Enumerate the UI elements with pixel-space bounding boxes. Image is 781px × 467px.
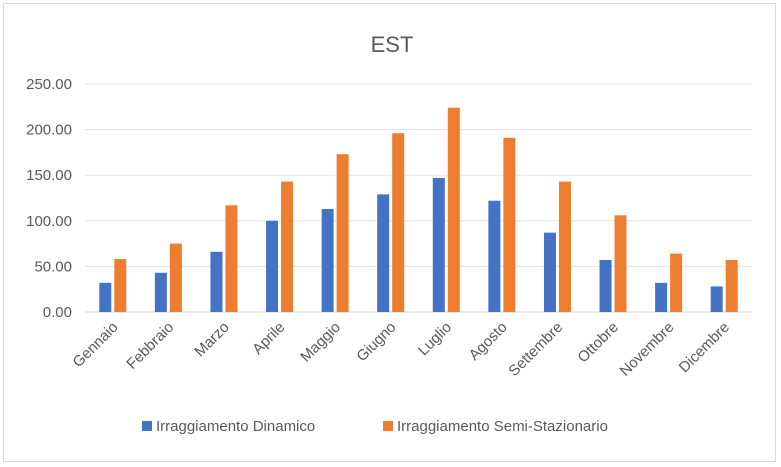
bar-dinamico-agosto [488,200,501,312]
y-tick-label: 100.00 [26,213,72,230]
bar-semi-stazionario-agosto [503,137,516,312]
bar-dinamico-gennaio [99,282,112,312]
bars [99,107,738,312]
x-tick-label: Aprile [249,319,288,358]
y-axis-ticks: 0.00 50.00 100.00 150.00 200.00 250.00 [26,76,72,321]
bar-semi-stazionario-dicembre [725,260,738,312]
x-tick-label: Febbraio [123,319,177,373]
legend-swatch [383,421,393,431]
y-tick-label: 200.00 [26,122,72,139]
x-tick-label: Settembre [505,319,566,380]
bar-dinamico-settembre [543,232,556,312]
y-tick-label: 150.00 [26,167,72,184]
x-tick-label: Gennaio [69,319,121,371]
bar-semi-stazionario-marzo [225,205,238,312]
bar-dinamico-ottobre [599,260,612,312]
x-tick-label: Dicembre [676,319,733,376]
bar-semi-stazionario-ottobre [614,215,627,312]
chart-title: EST [371,32,414,57]
x-tick-label: Ottobre [574,319,621,366]
bar-semi-stazionario-novembre [670,253,683,312]
y-tick-label: 0.00 [43,304,72,321]
legend-label: Irraggiamento Semi-Stazionario [397,418,608,435]
bar-semi-stazionario-febbraio [169,243,182,312]
chart-frame [3,3,776,462]
bar-semi-stazionario-gennaio [114,259,127,312]
bar-dinamico-febbraio [154,272,167,312]
x-tick-label: Agosto [466,319,511,364]
legend-label: Irraggiamento Dinamico [156,418,315,435]
x-tick-label: Luglio [415,319,455,359]
y-tick-label: 50.00 [34,258,72,275]
x-tick-label: Maggio [297,319,344,366]
bar-semi-stazionario-maggio [336,154,349,312]
legend: Irraggiamento Dinamico Irraggiamento Semi… [142,418,608,435]
bar-dinamico-dicembre [710,286,723,312]
bar-dinamico-aprile [266,220,279,312]
bar-dinamico-luglio [432,177,445,312]
bar-dinamico-novembre [655,282,668,312]
gridlines [85,83,752,313]
bar-dinamico-giugno [377,194,390,312]
bar-semi-stazionario-aprile [281,181,294,312]
bar-semi-stazionario-settembre [558,181,571,312]
bar-dinamico-marzo [210,251,223,312]
legend-swatch [142,421,152,431]
x-tick-label: Marzo [191,319,232,360]
bar-semi-stazionario-giugno [392,133,405,312]
x-tick-label: Giugno [353,319,399,365]
bar-semi-stazionario-luglio [447,107,460,312]
y-tick-label: 250.00 [26,76,72,93]
x-tick-label: Novembre [616,319,677,380]
bar-dinamico-maggio [321,208,334,312]
x-axis-ticks: Gennaio Febbraio Marzo Aprile Maggio Giugno Lu… [69,319,733,380]
